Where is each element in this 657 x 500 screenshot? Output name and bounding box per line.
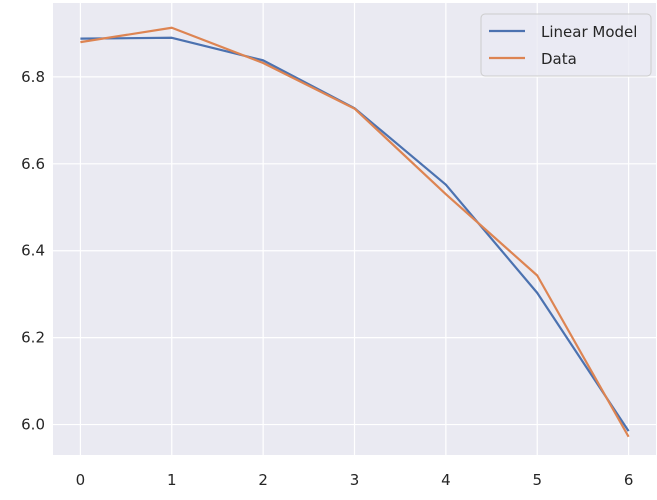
x-tick-label: 4 [441, 471, 451, 489]
series-layer [80, 26, 630, 438]
x-tick-label: 0 [76, 471, 86, 489]
x-axis-tick-labels: 0 1 2 3 4 5 6 [76, 471, 634, 489]
legend-label-linear-model: Linear Model [541, 23, 637, 41]
y-tick-label: 6.6 [21, 155, 45, 173]
y-axis-tick-labels: 6.0 6.2 6.4 6.6 6.8 [21, 68, 45, 434]
x-tick-label: 3 [350, 471, 360, 489]
legend-box [480, 13, 652, 77]
y-tick-label: 6.8 [21, 68, 45, 86]
series-line-data [80, 26, 630, 438]
x-tick-label: 5 [532, 471, 542, 489]
y-tick-label: 6.2 [21, 329, 45, 347]
y-tick-label: 6.0 [21, 416, 45, 434]
x-tick-label: 2 [258, 471, 268, 489]
y-tick-label: 6.4 [21, 242, 45, 260]
legend-label-data: Data [541, 50, 577, 68]
x-tick-label: 6 [624, 471, 634, 489]
grid-layer [53, 3, 656, 455]
x-tick-label: 1 [167, 471, 177, 489]
legend: Linear Model Data [480, 13, 652, 77]
